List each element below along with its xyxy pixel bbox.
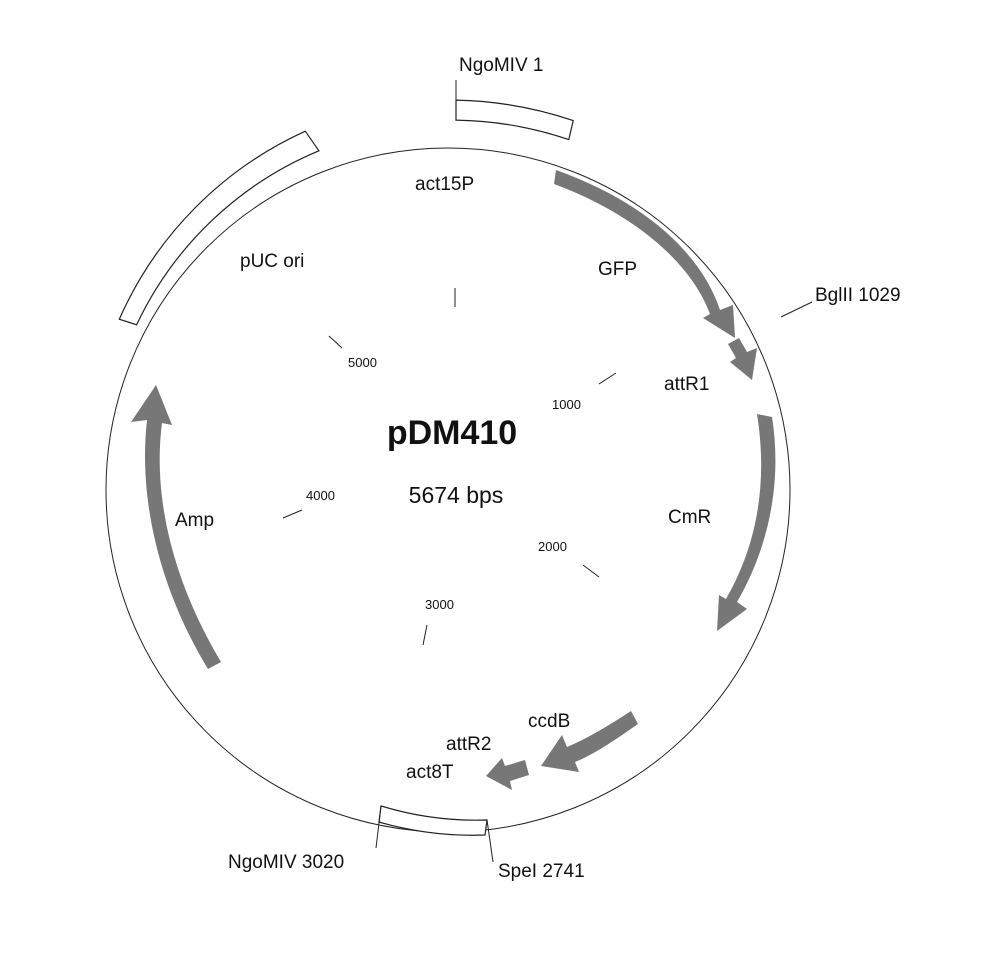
scale-label-4000: 4000 — [306, 488, 335, 503]
scale-tick-4000 — [282, 509, 303, 519]
puc-ori-box — [118, 130, 320, 326]
feature-label-gfp: GFP — [598, 259, 637, 280]
feature-label-attr2: attR2 — [446, 734, 491, 755]
feature-label-amp: Amp — [175, 510, 214, 531]
scale-label-5000: 5000 — [348, 355, 377, 370]
feature-label-act8t: act8T — [406, 762, 454, 783]
feature-label-puc-ori: pUC ori — [240, 251, 304, 272]
feature-label-cmr: CmR — [668, 507, 711, 528]
attr2-arrow — [486, 758, 529, 790]
site-line-spei-2741 — [486, 819, 494, 863]
site-line-ngomiv-3020 — [375, 805, 382, 849]
scale-tick-5000 — [328, 335, 343, 349]
scale-label-3000: 3000 — [425, 597, 454, 612]
scale-label-1000: 1000 — [552, 397, 581, 412]
site-label-bglii-1029: BglII 1029 — [815, 285, 901, 306]
gfp-arrow — [554, 170, 735, 338]
site-label-ngomiv-3020: NgoMIV 3020 — [228, 852, 344, 873]
scale-label-2000: 2000 — [538, 539, 567, 554]
feature-label-act15p: act15P — [415, 174, 474, 195]
scale-tick-2000 — [582, 564, 600, 578]
plasmid-name: pDM410 — [387, 414, 517, 452]
feature-label-attr1: attR1 — [664, 374, 709, 395]
act8t-box — [378, 805, 488, 836]
scale-tick-3000 — [422, 624, 428, 646]
amp-arrow — [131, 385, 221, 669]
plasmid-size: 5674 bps — [409, 482, 504, 508]
ccdb-arrow — [541, 711, 638, 772]
cmr-arrow — [717, 414, 776, 631]
site-label-spei-2741: SpeI 2741 — [498, 861, 585, 882]
act15p-box — [455, 99, 574, 141]
feature-label-ccdb: ccdB — [528, 711, 570, 732]
site-label-ngomiv-1: NgoMIV 1 — [459, 55, 543, 76]
attr1-arrow — [728, 338, 757, 380]
site-line-bglii-1029 — [780, 301, 813, 318]
scale-tick-1000 — [598, 372, 617, 385]
